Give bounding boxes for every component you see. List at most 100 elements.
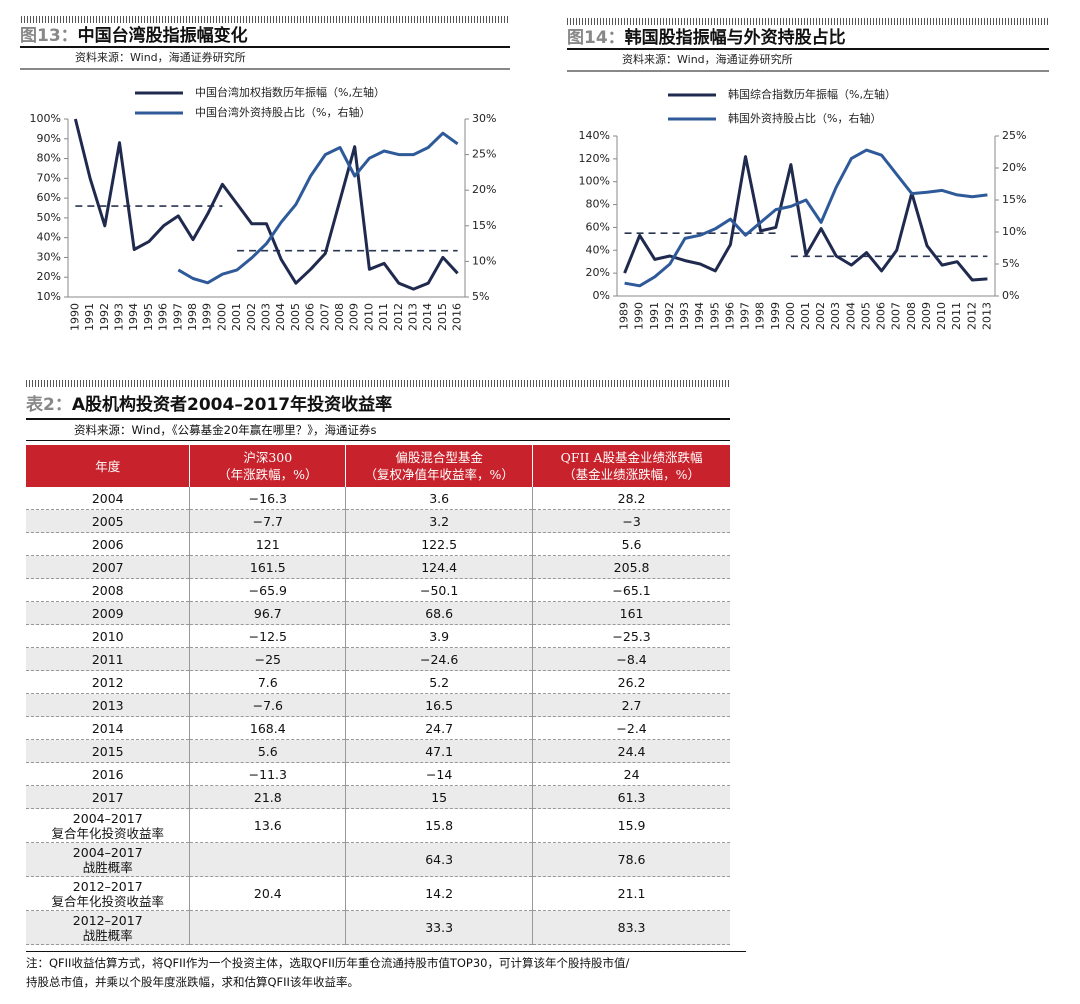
table-label: 表2： bbox=[26, 395, 72, 415]
x-tick-label: 2000 bbox=[215, 303, 228, 331]
x-tick-label: 2008 bbox=[333, 303, 346, 331]
cell: −14 bbox=[345, 762, 534, 786]
x-tick-label: 1992 bbox=[98, 303, 111, 331]
title-text: 中国台湾股指振幅变化 bbox=[78, 25, 248, 46]
cell: 15.8 bbox=[345, 808, 534, 843]
x-tick-label: 1991 bbox=[648, 302, 661, 330]
y-tick-label: 60% bbox=[586, 220, 610, 233]
cell: 5.2 bbox=[345, 670, 534, 694]
cell: 2.7 bbox=[532, 693, 730, 717]
row-label: 2004–2017 复合年化投资收益率 bbox=[26, 808, 191, 843]
title-bar bbox=[26, 380, 730, 387]
table-row: 2009 96.7 68.6 161 bbox=[26, 601, 730, 625]
x-tick-label: 2003 bbox=[829, 302, 842, 330]
y-tick-label: 20% bbox=[37, 270, 61, 283]
y-tick-label: 50% bbox=[37, 211, 61, 224]
x-tick-label: 1991 bbox=[83, 303, 96, 331]
cell: −8.4 bbox=[532, 647, 730, 671]
x-tick-label: 2006 bbox=[875, 302, 888, 330]
cell: 168.4 bbox=[189, 716, 347, 740]
row-label: 2016 bbox=[26, 762, 191, 786]
header-row: 年度 沪深300 （年涨跌幅，%） 偏股混合型基金 （复权净值年收益率，%） QFII… bbox=[26, 445, 730, 487]
table-title-text: A股机构投资者2004–2017年投资收益率 bbox=[71, 395, 393, 415]
cell: 3.6 bbox=[345, 487, 534, 510]
x-tick-label: 2006 bbox=[304, 303, 317, 331]
row-label: 2015 bbox=[26, 739, 191, 763]
table-section: 表2：A股机构投资者2004–2017年投资收益率 资料来源：Wind，《公募基… bbox=[26, 380, 746, 992]
x-tick-label: 2005 bbox=[289, 303, 302, 331]
cell: 3.2 bbox=[345, 509, 534, 533]
x-tick-label: 1994 bbox=[127, 303, 140, 331]
title-bar bbox=[20, 16, 510, 23]
y2-tick-label: 25% bbox=[472, 148, 496, 161]
row-label: 2010 bbox=[26, 624, 191, 648]
cell: 161.5 bbox=[189, 555, 347, 579]
y-tick-label: 40% bbox=[37, 231, 61, 244]
y-tick-label: 80% bbox=[37, 152, 61, 165]
x-tick-label: 2004 bbox=[844, 302, 857, 330]
cell: 64.3 bbox=[345, 842, 534, 877]
cell: 96.7 bbox=[189, 601, 347, 625]
cell: −25.3 bbox=[532, 624, 730, 648]
x-tick-label: 2002 bbox=[245, 303, 258, 331]
x-tick-label: 1998 bbox=[186, 303, 199, 331]
figure-label: 图13： bbox=[20, 26, 78, 46]
y2-tick-label: 15% bbox=[472, 219, 496, 232]
row-label: 2004 bbox=[26, 487, 191, 510]
legend-label: 韩国综合指数历年振幅（%,左轴） bbox=[728, 87, 896, 101]
cell: 161 bbox=[532, 601, 730, 625]
note: 注：QFII收益估算方式，将QFII作为一个投资主体，选取QFII历年重仓流通持… bbox=[26, 951, 746, 992]
row-label: 2013 bbox=[26, 693, 191, 717]
x-tick-label: 1990 bbox=[633, 302, 646, 330]
x-tick-label: 1995 bbox=[708, 302, 721, 330]
cell: −12.5 bbox=[189, 624, 347, 648]
table-row: 2014 168.4 24.7 −2.4 bbox=[26, 716, 730, 740]
cell: 21.1 bbox=[532, 876, 730, 911]
header-cell: 年度 bbox=[26, 445, 191, 487]
x-tick-label: 2005 bbox=[859, 302, 872, 330]
cell bbox=[189, 842, 347, 877]
x-tick-label: 1998 bbox=[754, 302, 767, 330]
cell: 68.6 bbox=[345, 601, 534, 625]
table-row: 2005 −7.7 3.2 −3 bbox=[26, 509, 730, 533]
row-label: 2004–2017 战胜概率 bbox=[26, 842, 191, 877]
row-label: 2012–2017 复合年化投资收益率 bbox=[26, 876, 191, 911]
header-cell: 偏股混合型基金 （复权净值年收益率，%） bbox=[345, 445, 534, 487]
cell bbox=[189, 910, 347, 945]
x-tick-label: 1989 bbox=[618, 302, 631, 330]
x-tick-label: 2012 bbox=[392, 303, 405, 331]
table-row: 2008 −65.9 −50.1 −65.1 bbox=[26, 578, 730, 602]
series-line bbox=[73, 118, 459, 291]
y-tick-label: 100% bbox=[579, 175, 610, 188]
cell: −16.3 bbox=[189, 487, 347, 510]
series-line bbox=[624, 148, 988, 288]
cell: 15.9 bbox=[532, 808, 730, 843]
y-tick-label: 20% bbox=[586, 266, 610, 279]
x-tick-label: 1999 bbox=[769, 302, 782, 330]
x-tick-label: 1999 bbox=[201, 303, 214, 331]
cell: −7.7 bbox=[189, 509, 347, 533]
y-tick-label: 40% bbox=[586, 243, 610, 256]
row-label: 2014 bbox=[26, 716, 191, 740]
x-tick-label: 2011 bbox=[950, 302, 963, 330]
table-row: 2012–2017 复合年化投资收益率 20.4 14.2 21.1 bbox=[26, 876, 730, 911]
table-row: 2011 −25 −24.6 −8.4 bbox=[26, 647, 730, 671]
row-label: 2005 bbox=[26, 509, 191, 533]
x-tick-label: 2009 bbox=[348, 303, 361, 331]
y-tick-label: 100% bbox=[30, 112, 61, 125]
x-tick-label: 2000 bbox=[784, 302, 797, 330]
cell: 5.6 bbox=[189, 739, 347, 763]
table-row: 2007 161.5 124.4 205.8 bbox=[26, 555, 730, 579]
y-tick-label: 80% bbox=[586, 198, 610, 211]
x-tick-label: 2009 bbox=[920, 302, 933, 330]
cell: 124.4 bbox=[345, 555, 534, 579]
cell: 13.6 bbox=[189, 808, 347, 843]
x-tick-label: 2001 bbox=[799, 302, 812, 330]
cell: −25 bbox=[189, 647, 347, 671]
table-row: 2006 121 122.5 5.6 bbox=[26, 532, 730, 556]
y2-tick-label: 30% bbox=[472, 112, 496, 125]
cell: 15 bbox=[345, 785, 534, 809]
header-cell: 沪深300 （年涨跌幅，%） bbox=[189, 445, 347, 487]
